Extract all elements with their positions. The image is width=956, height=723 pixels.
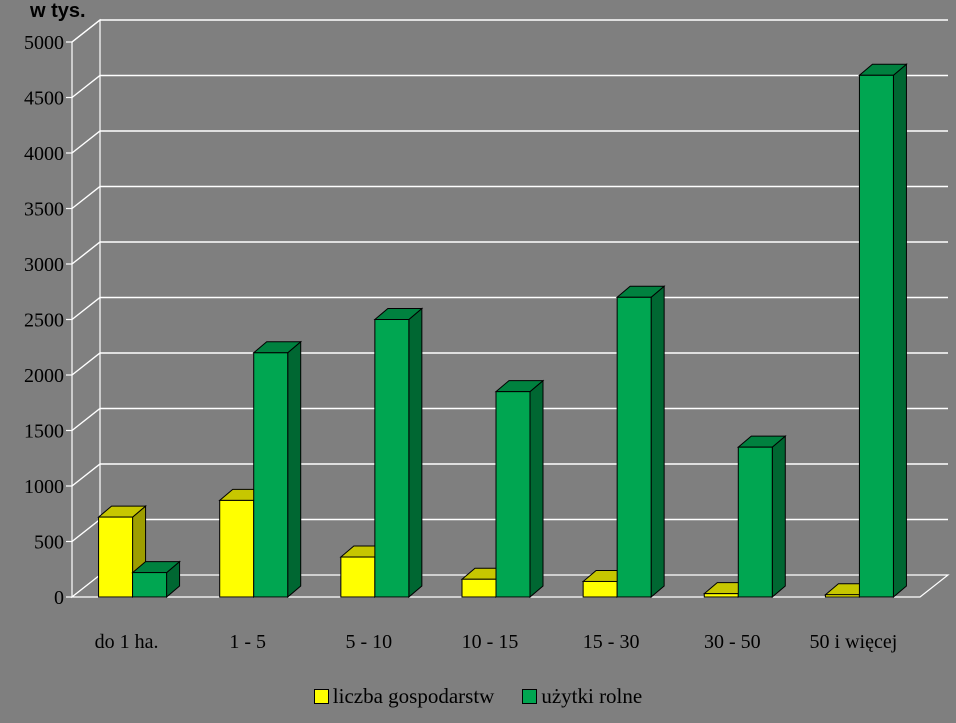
gridline xyxy=(71,74,948,99)
bar xyxy=(132,572,168,598)
bar xyxy=(340,556,376,598)
gridline xyxy=(71,130,948,154)
bar xyxy=(824,594,860,598)
bar xyxy=(461,578,497,598)
bar-side xyxy=(771,435,786,599)
bar xyxy=(253,352,289,598)
legend-label-land: użytki rolne xyxy=(541,684,643,708)
x-tick-label: 50 i więcej xyxy=(810,631,898,653)
y-tick-label: 4500 xyxy=(24,88,64,110)
gridline xyxy=(71,296,948,321)
y-tick-label: 4000 xyxy=(24,143,64,165)
bar xyxy=(737,446,773,598)
gridline xyxy=(71,352,948,376)
y-tick-label: 2500 xyxy=(24,310,64,332)
x-tick-label: do 1 ha. xyxy=(95,631,159,653)
bar xyxy=(582,580,618,598)
y-tick-label: 1500 xyxy=(24,421,64,443)
bar xyxy=(98,516,134,598)
y-tick-label: 500 xyxy=(34,532,64,554)
bar xyxy=(858,74,894,598)
legend: liczba gospodarstw użytki rolne xyxy=(0,684,956,709)
y-tick-label: 5000 xyxy=(24,32,64,54)
legend-swatch-farms xyxy=(313,689,329,704)
legend-swatch-land xyxy=(522,689,538,704)
bar xyxy=(495,391,531,598)
gridline xyxy=(71,185,948,210)
gridline xyxy=(71,407,948,432)
y-tick-label: 2000 xyxy=(24,365,64,387)
unit-label: w tys. xyxy=(30,0,86,22)
y-tick-label: 0 xyxy=(54,587,64,609)
y-tick-label: 3500 xyxy=(24,199,64,221)
gridline xyxy=(71,463,948,487)
legend-label-farms: liczba gospodarstw xyxy=(332,684,495,708)
bar-side xyxy=(529,379,544,599)
bar-side xyxy=(650,285,665,599)
bar xyxy=(374,319,410,598)
y-tick-label: 1000 xyxy=(24,476,64,498)
legend-item-farms: liczba gospodarstw xyxy=(313,684,495,709)
x-tick-label: 30 - 50 xyxy=(704,631,761,653)
gridline xyxy=(71,241,948,265)
bar-side xyxy=(408,307,423,599)
bar xyxy=(703,593,739,598)
x-tick-label: 15 - 30 xyxy=(583,631,640,653)
y-tick-label: 3000 xyxy=(24,254,64,276)
bar xyxy=(616,296,652,598)
bar-side xyxy=(287,340,302,599)
x-tick-label: 5 - 10 xyxy=(346,631,393,653)
legend-item-land: użytki rolne xyxy=(522,684,642,709)
bar-side xyxy=(892,63,907,599)
gridline xyxy=(71,19,948,43)
x-tick-label: 1 - 5 xyxy=(229,631,266,653)
x-tick-label: 10 - 15 xyxy=(462,631,519,653)
bar xyxy=(219,499,255,598)
